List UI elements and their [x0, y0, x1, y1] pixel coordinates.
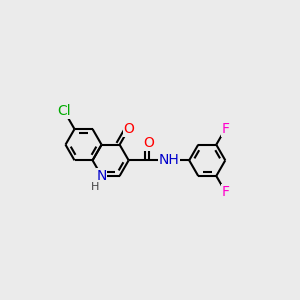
Text: N: N	[96, 169, 107, 183]
Text: O: O	[123, 122, 134, 136]
Text: F: F	[221, 184, 229, 199]
Text: O: O	[144, 136, 154, 150]
Text: H: H	[91, 182, 100, 191]
Text: Cl: Cl	[58, 104, 71, 118]
Text: F: F	[221, 122, 229, 136]
Text: NH: NH	[158, 153, 179, 167]
